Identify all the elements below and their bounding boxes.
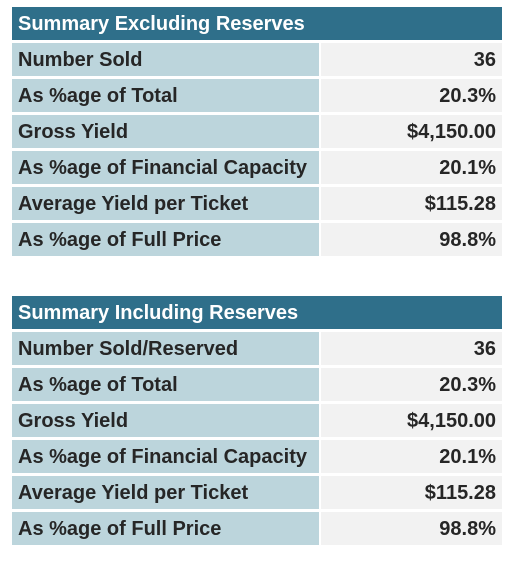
row-label: As %age of Full Price xyxy=(12,223,319,256)
table-row: As %age of Total 20.3% xyxy=(12,79,502,112)
row-value: 20.3% xyxy=(321,368,502,401)
table-header: Summary Including Reserves xyxy=(12,296,502,329)
row-value: 36 xyxy=(321,332,502,365)
row-value: 98.8% xyxy=(321,512,502,545)
row-value: 20.3% xyxy=(321,79,502,112)
summary-excluding-reserves-table: Summary Excluding Reserves Number Sold 3… xyxy=(12,7,502,259)
row-value: 36 xyxy=(321,43,502,76)
row-label: As %age of Financial Capacity xyxy=(12,151,319,184)
row-label: Gross Yield xyxy=(12,404,319,437)
row-label: Gross Yield xyxy=(12,115,319,148)
table-row: As %age of Full Price 98.8% xyxy=(12,223,502,256)
row-label: Number Sold xyxy=(12,43,319,76)
row-label: Average Yield per Ticket xyxy=(12,187,319,220)
row-label: As %age of Financial Capacity xyxy=(12,440,319,473)
table-row: As %age of Financial Capacity 20.1% xyxy=(12,440,502,473)
table-row: Number Sold/Reserved 36 xyxy=(12,332,502,365)
row-value: 98.8% xyxy=(321,223,502,256)
table-row: Gross Yield $4,150.00 xyxy=(12,404,502,437)
row-value: $115.28 xyxy=(321,187,502,220)
row-value: 20.1% xyxy=(321,440,502,473)
table-row: As %age of Total 20.3% xyxy=(12,368,502,401)
table-row: As %age of Financial Capacity 20.1% xyxy=(12,151,502,184)
row-label: As %age of Total xyxy=(12,368,319,401)
row-value: $4,150.00 xyxy=(321,115,502,148)
row-value: $115.28 xyxy=(321,476,502,509)
table-header: Summary Excluding Reserves xyxy=(12,7,502,40)
table-row: Number Sold 36 xyxy=(12,43,502,76)
table-row: As %age of Full Price 98.8% xyxy=(12,512,502,545)
row-label: As %age of Full Price xyxy=(12,512,319,545)
row-value: $4,150.00 xyxy=(321,404,502,437)
row-label: Number Sold/Reserved xyxy=(12,332,319,365)
summary-including-reserves-table: Summary Including Reserves Number Sold/R… xyxy=(12,296,502,548)
table-row: Gross Yield $4,150.00 xyxy=(12,115,502,148)
table-row: Average Yield per Ticket $115.28 xyxy=(12,187,502,220)
row-value: 20.1% xyxy=(321,151,502,184)
row-label: Average Yield per Ticket xyxy=(12,476,319,509)
row-label: As %age of Total xyxy=(12,79,319,112)
table-row: Average Yield per Ticket $115.28 xyxy=(12,476,502,509)
